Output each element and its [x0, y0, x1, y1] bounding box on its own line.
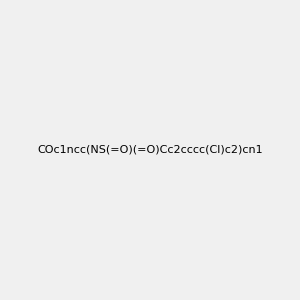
Text: COc1ncc(NS(=O)(=O)Cc2cccc(Cl)c2)cn1: COc1ncc(NS(=O)(=O)Cc2cccc(Cl)c2)cn1	[37, 145, 263, 155]
